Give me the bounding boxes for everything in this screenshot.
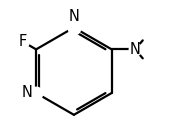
Text: N: N xyxy=(22,85,33,100)
Text: N: N xyxy=(69,9,79,24)
Text: N: N xyxy=(130,42,141,57)
Text: F: F xyxy=(19,34,27,49)
